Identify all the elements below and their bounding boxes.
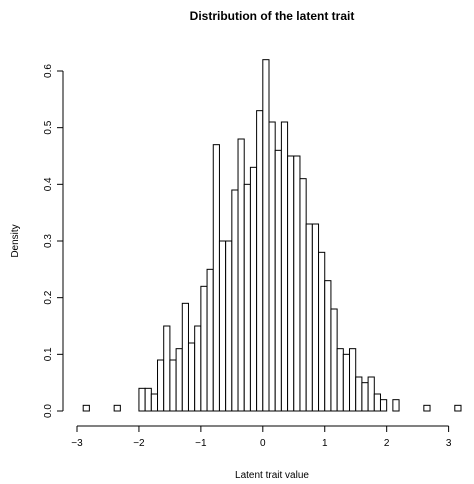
x-tick-label: 1 [322, 438, 328, 449]
x-tick-label: −2 [133, 438, 145, 449]
y-tick-label: 0.2 [43, 290, 54, 304]
histogram-bar [367, 376, 375, 412]
y-tick-label: 0.4 [43, 177, 54, 191]
histogram-bars [82, 59, 462, 412]
histogram-bar [454, 404, 462, 412]
histogram-bar [423, 404, 431, 412]
x-axis: −3 −2 −1 0 1 2 3 [71, 425, 452, 449]
x-tick-label: −3 [71, 438, 83, 449]
y-tick-label: 0.1 [43, 347, 54, 361]
histogram-bar [249, 166, 258, 412]
histogram-bar [243, 183, 251, 412]
x-tick-label: 2 [384, 438, 390, 449]
histogram-bar [318, 251, 326, 412]
histogram-bar [361, 382, 369, 412]
histogram-bar [181, 302, 189, 412]
histogram-bar [324, 280, 332, 412]
histogram-bar [268, 121, 276, 412]
histogram-bar [138, 387, 146, 412]
histogram-bar [225, 240, 233, 412]
histogram-bar [342, 353, 351, 412]
histogram-bar [379, 399, 388, 412]
histogram-bar [169, 359, 177, 412]
histogram-bar [274, 149, 282, 412]
histogram-bar [150, 393, 159, 412]
y-tick-label: 0.5 [43, 120, 54, 134]
histogram-bar [280, 121, 289, 412]
x-axis-label: Latent trait value [235, 470, 309, 481]
histogram-bar [293, 155, 301, 412]
histogram-bar [237, 138, 245, 412]
y-tick-label: 0.6 [43, 64, 54, 78]
histogram-bar [206, 268, 214, 412]
histogram-bar [299, 178, 307, 412]
histogram-bar [349, 348, 357, 412]
chart-title: Distribution of the latent trait [190, 9, 355, 23]
histogram-bar [330, 308, 338, 412]
histogram-bar [194, 325, 202, 412]
histogram-bar [163, 325, 171, 412]
histogram-bar [287, 155, 295, 412]
histogram-bar [200, 285, 208, 412]
x-tick-label: 0 [260, 438, 266, 449]
histogram-bar [144, 387, 152, 412]
x-tick-label: 3 [446, 438, 452, 449]
histogram-bar [82, 404, 90, 412]
histogram-bar [355, 376, 363, 412]
histogram-bar [392, 399, 400, 412]
histogram-bar [256, 110, 264, 412]
histogram-bar [336, 348, 344, 412]
x-tick-label: −1 [195, 438, 207, 449]
histogram-bar [175, 348, 183, 412]
y-tick-label: 0.0 [43, 404, 54, 418]
y-axis-label: Density [10, 224, 21, 257]
histogram-bar [305, 223, 313, 412]
histogram-bar [311, 223, 320, 412]
histogram-bar [262, 59, 270, 412]
histogram-bar [187, 342, 196, 412]
histogram-bar [231, 189, 239, 412]
y-axis: 0.0 0.1 0.2 0.3 0.4 0.5 0.6 [43, 64, 64, 418]
y-tick-label: 0.3 [43, 234, 54, 248]
histogram-bar [157, 359, 165, 412]
histogram-bar [373, 393, 381, 412]
histogram-bar [218, 240, 227, 412]
histogram-bar [113, 404, 121, 412]
histogram-bar [212, 144, 220, 412]
